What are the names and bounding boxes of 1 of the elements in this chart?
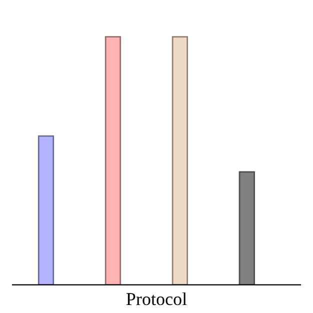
x-axis-title: Protocol: [126, 292, 187, 306]
